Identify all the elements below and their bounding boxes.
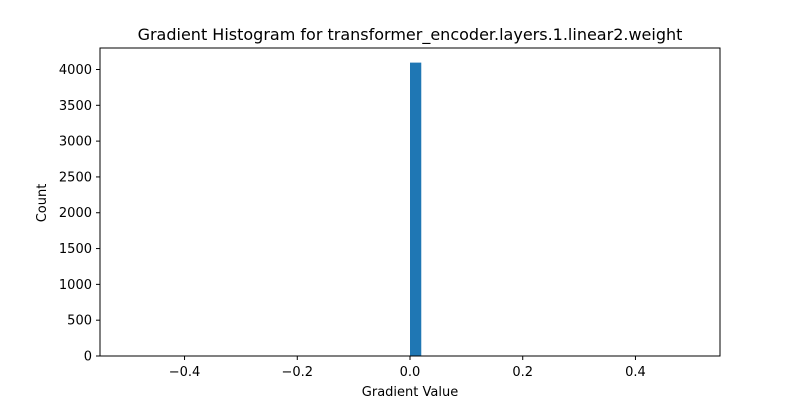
x-tick-label: 0.2 — [512, 365, 533, 380]
x-axis: −0.4 −0.2 0.0 0.2 0.4 — [169, 356, 646, 380]
y-tick-label: 1000 — [59, 278, 92, 293]
y-tick-label: 4000 — [59, 63, 92, 78]
y-tick-label: 1500 — [59, 242, 92, 257]
chart-title: Gradient Histogram for transformer_encod… — [138, 25, 683, 45]
x-tick-label: −0.4 — [169, 365, 201, 380]
y-tick-label: 3500 — [59, 99, 92, 114]
plot-frame — [99, 47, 721, 357]
y-tick-label: 2000 — [59, 206, 92, 221]
y-axis: 0 500 1000 1500 2000 2500 3000 3500 4000 — [59, 63, 100, 365]
y-tick-label: 0 — [84, 350, 92, 365]
x-tick-label: 0.4 — [625, 365, 646, 380]
y-tick-label: 2500 — [59, 170, 92, 185]
y-tick-label: 3000 — [59, 135, 92, 150]
x-tick-label: 0.0 — [400, 365, 421, 380]
histogram-bar — [410, 62, 422, 357]
bars-group — [410, 62, 422, 357]
y-axis-label: Count — [35, 184, 50, 223]
y-tick-label: 500 — [67, 314, 92, 329]
x-axis-label: Gradient Value — [362, 385, 458, 400]
x-tick-label: −0.2 — [281, 365, 313, 380]
